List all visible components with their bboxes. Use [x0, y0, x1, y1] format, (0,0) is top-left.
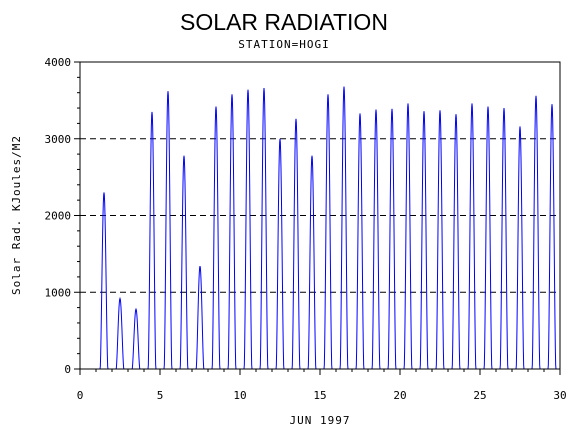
- y-tick-label: 0: [64, 363, 71, 376]
- x-tick-label: 5: [157, 389, 164, 402]
- x-tick-label: 25: [473, 389, 486, 402]
- x-axis-label: JUN 1997: [290, 414, 351, 427]
- x-tick-label: 0: [77, 389, 84, 402]
- y-tick-label: 2000: [45, 210, 72, 223]
- y-tick-label: 1000: [45, 286, 72, 299]
- x-tick-label: 30: [553, 389, 566, 402]
- x-tick-label: 15: [313, 389, 326, 402]
- y-axis-label: Solar Rad. KJoules/M2: [10, 135, 23, 295]
- x-tick-label: 20: [393, 389, 406, 402]
- y-tick-label: 3000: [45, 133, 72, 146]
- series-line: [80, 86, 560, 370]
- y-tick-label: 4000: [45, 56, 72, 69]
- gridlines: [80, 61, 560, 293]
- chart-title: SOLAR RADIATION: [180, 9, 388, 35]
- x-tick-label: 10: [233, 389, 246, 402]
- series-group: [80, 86, 560, 370]
- plot-frame: [79, 61, 561, 370]
- chart-subtitle: STATION=HOGI: [238, 38, 329, 51]
